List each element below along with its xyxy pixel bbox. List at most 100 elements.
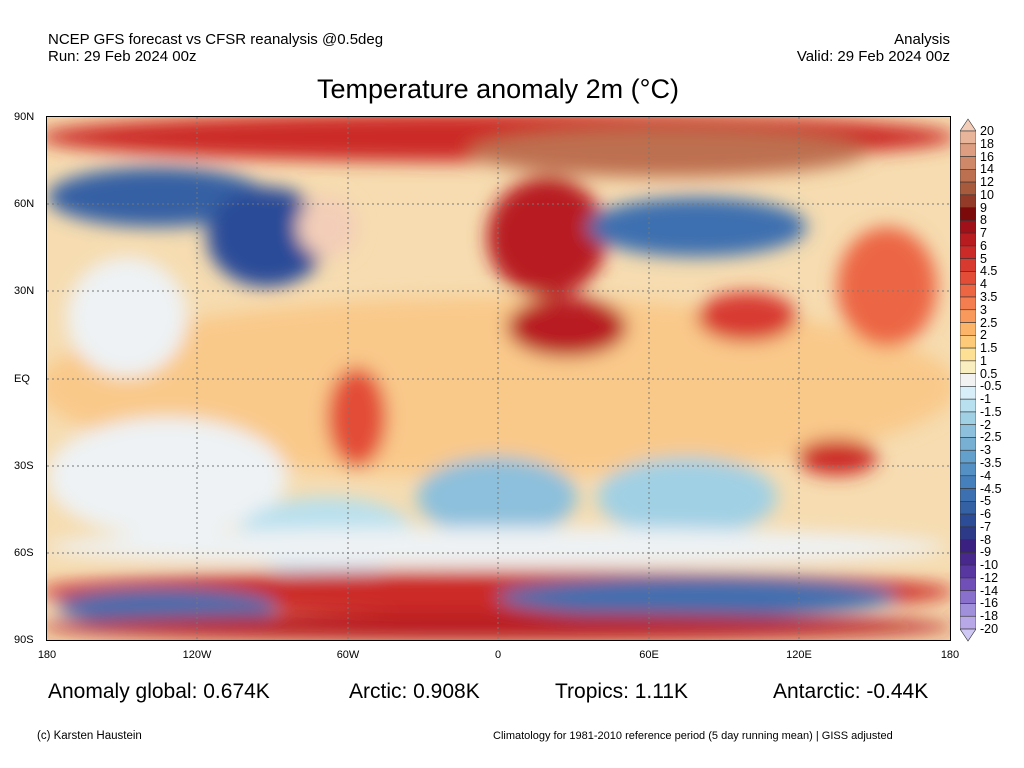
run-time: Run: 29 Feb 2024 00z	[48, 48, 197, 65]
colorbar-segment	[960, 628, 976, 642]
colorbar-segment	[960, 118, 976, 132]
anomaly-region	[837, 227, 937, 347]
lat-label: 90S	[14, 634, 34, 646]
anomaly-region	[47, 613, 950, 640]
colorbar-label: -6	[980, 507, 992, 522]
colorbar-segment	[960, 296, 976, 311]
lon-label: 120E	[786, 649, 812, 661]
colorbar-segment	[960, 615, 976, 630]
colorbar-segment	[960, 398, 976, 413]
colorbar-segment	[960, 156, 976, 170]
lon-label: 0	[494, 649, 502, 661]
colorbar-segment	[960, 360, 976, 374]
colorbar-label: -3.5	[980, 456, 1002, 471]
colorbar-label: 1	[980, 353, 987, 368]
lon-label: 180	[940, 649, 960, 661]
anomaly-region	[587, 197, 807, 257]
colorbar-label: -1	[980, 392, 992, 407]
colorbar-segment	[960, 220, 976, 234]
colorbar-segment	[960, 245, 976, 260]
colorbar-label: -14	[980, 583, 999, 598]
colorbar-label: 2.5	[980, 315, 998, 330]
anomaly-region	[207, 187, 327, 287]
colorbar-label: 1.5	[980, 341, 998, 356]
colorbar-label: -3	[980, 443, 992, 458]
colorbar-segment	[960, 590, 976, 604]
colorbar-label: 3	[980, 302, 987, 317]
colorbar-segment	[960, 169, 976, 183]
colorbar-segment	[960, 552, 976, 566]
colorbar-segment	[960, 437, 976, 451]
colorbar-label: 18	[980, 136, 994, 151]
tropics-anomaly: Tropics: 1.11K	[555, 680, 689, 703]
colorbar-label: -12	[980, 570, 999, 585]
lat-label: 30S	[14, 460, 34, 472]
colorbar-label: 9	[980, 200, 987, 215]
colorbar-segment	[960, 309, 976, 323]
colorbar-label: 20	[980, 124, 994, 138]
colorbar-segment	[960, 130, 976, 145]
colorbar-segment	[960, 501, 976, 515]
colorbar-segment	[960, 373, 976, 387]
lon-label: 60W	[336, 649, 360, 661]
colorbar	[960, 118, 976, 642]
colorbar-label: 4.5	[980, 264, 998, 279]
colorbar-segment	[960, 347, 976, 362]
colorbar-label: -4.5	[980, 481, 1002, 496]
colorbar-segment	[960, 411, 976, 426]
map-title: Temperature anomaly 2m (°C)	[317, 74, 679, 104]
colorbar-segment	[960, 207, 976, 221]
colorbar-label: 8	[980, 213, 987, 228]
colorbar-label: -7	[980, 519, 992, 534]
colorbar-label: -16	[980, 596, 999, 611]
climatology-note: Climatology for 1981-2010 reference peri…	[493, 730, 893, 742]
colorbar-segment	[960, 513, 976, 528]
colorbar-segment	[960, 539, 976, 553]
anomaly-region	[297, 197, 357, 257]
copyright: (c) Karsten Haustein	[37, 730, 142, 742]
graticule	[47, 117, 950, 640]
colorbar-segment	[960, 322, 976, 336]
colorbar-label: 10	[980, 187, 994, 202]
global-anomaly: Anomaly global: 0.674K	[48, 680, 270, 703]
lon-label: 180	[37, 649, 57, 661]
colorbar-label: 2	[980, 328, 987, 343]
anomaly-field	[47, 117, 950, 640]
anomaly-region	[47, 527, 947, 567]
colorbar-segment	[960, 603, 976, 617]
colorbar-segment	[960, 232, 976, 247]
lat-label: 30N	[14, 285, 35, 297]
anomaly-region	[497, 577, 897, 617]
anomaly-map	[46, 116, 951, 641]
anomaly-region	[507, 297, 627, 357]
antarctic-anomaly: Antarctic: -0.44K	[773, 680, 929, 703]
anomaly-region	[47, 417, 287, 537]
colorbar-segment	[960, 194, 976, 208]
colorbar-label: -8	[980, 532, 992, 547]
colorbar-segment	[960, 526, 976, 540]
anomaly-region	[697, 292, 797, 342]
colorbar-label: -2.5	[980, 430, 1002, 445]
lon-label: 120W	[182, 649, 212, 661]
anomaly-region	[797, 439, 877, 475]
colorbar-label: 5	[980, 251, 987, 266]
lat-label: 90N	[14, 111, 35, 123]
arctic-anomaly: Arctic: 0.908K	[349, 680, 480, 703]
colorbar-segment	[960, 424, 976, 438]
colorbar-label: -10	[980, 558, 999, 573]
colorbar-label: -5	[980, 494, 992, 509]
anomaly-region	[467, 127, 867, 177]
colorbar-segment	[960, 462, 976, 477]
colorbar-label: -18	[980, 609, 999, 624]
colorbar-segment	[960, 564, 976, 579]
anomaly-region	[67, 257, 187, 377]
colorbar-label: 14	[980, 162, 994, 177]
colorbar-segment	[960, 449, 976, 464]
colorbar-label: -20	[980, 622, 999, 637]
colorbar-segment	[960, 386, 976, 400]
colorbar-label: -0.5	[980, 379, 1002, 394]
anomaly-region	[417, 457, 577, 537]
colorbar-label: -2	[980, 417, 992, 432]
lat-label: 60N	[14, 198, 35, 210]
colorbar-label: 4	[980, 277, 987, 292]
